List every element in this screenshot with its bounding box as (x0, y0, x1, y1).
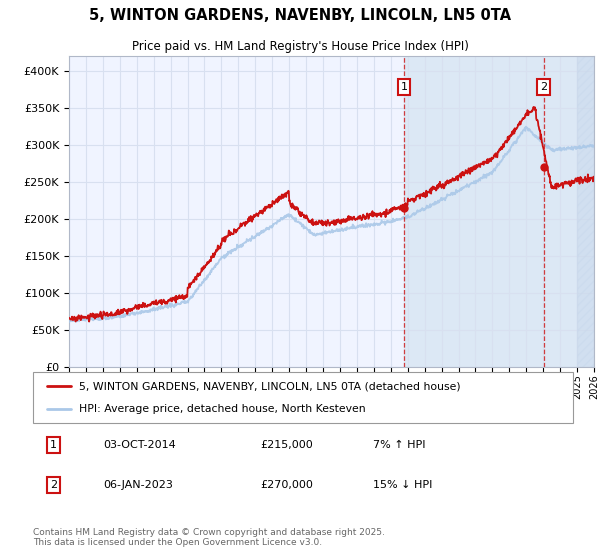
Text: 15% ↓ HPI: 15% ↓ HPI (373, 480, 433, 490)
Text: 03-OCT-2014: 03-OCT-2014 (103, 440, 176, 450)
Text: £215,000: £215,000 (260, 440, 313, 450)
Text: £270,000: £270,000 (260, 480, 313, 490)
Text: 1: 1 (50, 440, 57, 450)
Text: Contains HM Land Registry data © Crown copyright and database right 2025.
This d: Contains HM Land Registry data © Crown c… (33, 528, 385, 548)
Text: 7% ↑ HPI: 7% ↑ HPI (373, 440, 426, 450)
Text: 2: 2 (50, 480, 57, 490)
Text: 5, WINTON GARDENS, NAVENBY, LINCOLN, LN5 0TA (detached house): 5, WINTON GARDENS, NAVENBY, LINCOLN, LN5… (79, 381, 461, 391)
Text: 2: 2 (540, 82, 547, 92)
Text: 1: 1 (400, 82, 407, 92)
Text: 06-JAN-2023: 06-JAN-2023 (103, 480, 173, 490)
FancyBboxPatch shape (33, 372, 573, 423)
Text: Price paid vs. HM Land Registry's House Price Index (HPI): Price paid vs. HM Land Registry's House … (131, 40, 469, 53)
Bar (404, 56, 594, 367)
Text: HPI: Average price, detached house, North Kesteven: HPI: Average price, detached house, Nort… (79, 404, 365, 414)
Bar (577, 56, 594, 367)
Text: 5, WINTON GARDENS, NAVENBY, LINCOLN, LN5 0TA: 5, WINTON GARDENS, NAVENBY, LINCOLN, LN5… (89, 8, 511, 23)
